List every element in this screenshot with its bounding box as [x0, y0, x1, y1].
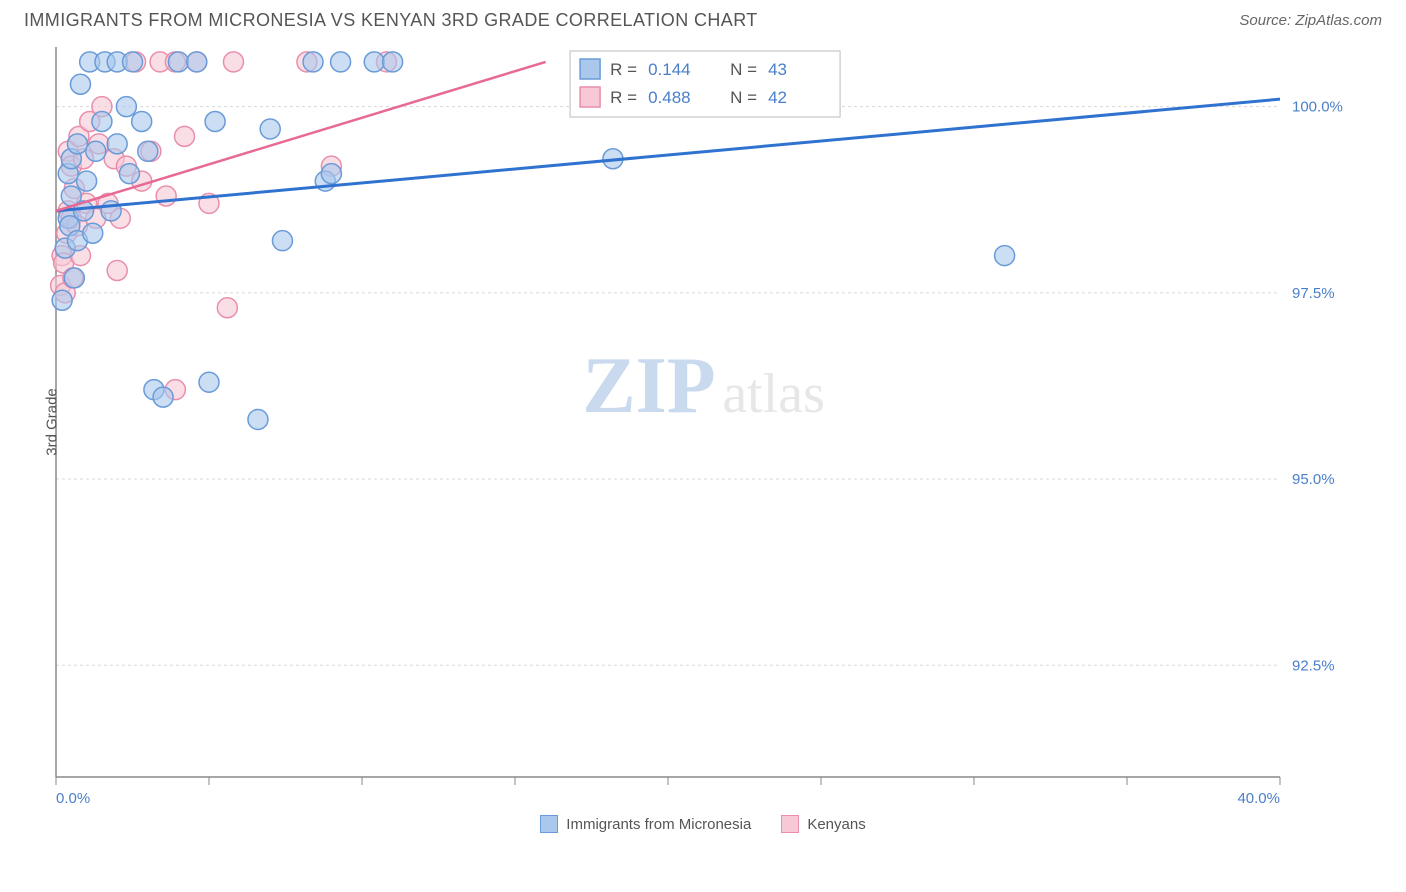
chart-header: IMMIGRANTS FROM MICRONESIA VS KENYAN 3RD… [0, 0, 1406, 37]
data-point [119, 164, 139, 184]
data-point [132, 111, 152, 131]
data-point [116, 97, 136, 117]
data-point [383, 52, 403, 72]
data-point [995, 246, 1015, 266]
x-tick-label: 0.0% [56, 790, 90, 807]
data-point [86, 141, 106, 161]
legend: Immigrants from Micronesia Kenyans [0, 807, 1406, 833]
watermark-atlas: atlas [722, 363, 825, 425]
data-point [364, 52, 384, 72]
stats-n-value: 43 [768, 60, 787, 79]
stats-r-value: 0.488 [648, 88, 691, 107]
data-point [83, 223, 103, 243]
data-point [64, 268, 84, 288]
data-point [77, 171, 97, 191]
data-point [107, 260, 127, 280]
data-point [331, 52, 351, 72]
data-point [107, 134, 127, 154]
y-axis-label: 3rd Grade [43, 388, 60, 456]
y-tick-label: 100.0% [1292, 99, 1343, 116]
plot-container: 3rd Grade ZIPatlas92.5%95.0%97.5%100.0%0… [50, 37, 1386, 807]
data-point [199, 372, 219, 392]
stats-swatch [580, 59, 600, 79]
data-point [248, 409, 268, 429]
data-point [156, 186, 176, 206]
data-point [205, 111, 225, 131]
legend-item-micronesia: Immigrants from Micronesia [540, 815, 751, 833]
data-point [303, 52, 323, 72]
x-tick-label: 40.0% [1237, 790, 1280, 807]
data-point [217, 298, 237, 318]
data-point [223, 52, 243, 72]
y-tick-label: 97.5% [1292, 285, 1335, 302]
legend-swatch-pink [781, 815, 799, 833]
data-point [92, 111, 112, 131]
stats-r-value: 0.144 [648, 60, 691, 79]
data-point [52, 290, 72, 310]
data-point [168, 52, 188, 72]
data-point [138, 141, 158, 161]
chart-title: IMMIGRANTS FROM MICRONESIA VS KENYAN 3RD… [24, 10, 758, 31]
chart-source: Source: ZipAtlas.com [1239, 12, 1382, 29]
data-point [260, 119, 280, 139]
y-tick-label: 95.0% [1292, 471, 1335, 488]
data-point [123, 52, 143, 72]
stats-swatch [580, 87, 600, 107]
legend-swatch-blue [540, 815, 558, 833]
data-point [321, 164, 341, 184]
data-point [272, 231, 292, 251]
data-point [187, 52, 207, 72]
data-point [175, 126, 195, 146]
data-point [70, 74, 90, 94]
stats-n-value: 42 [768, 88, 787, 107]
stats-r-label: R = [610, 60, 637, 79]
legend-label: Immigrants from Micronesia [566, 816, 751, 833]
scatter-plot: ZIPatlas 92.5% 95.0% 97.5% 100.0% 0.0% 40.0% R … [50, 37, 1370, 807]
stats-n-label: N = [730, 60, 757, 79]
legend-item-kenyans: Kenyans [781, 815, 865, 833]
data-point [67, 134, 87, 154]
data-point [153, 387, 173, 407]
y-tick-label: 92.5% [1292, 657, 1335, 674]
watermark-zip: ZIP [582, 342, 715, 430]
stats-r-label: R = [610, 88, 637, 107]
stats-n-label: N = [730, 88, 757, 107]
legend-label: Kenyans [807, 816, 865, 833]
